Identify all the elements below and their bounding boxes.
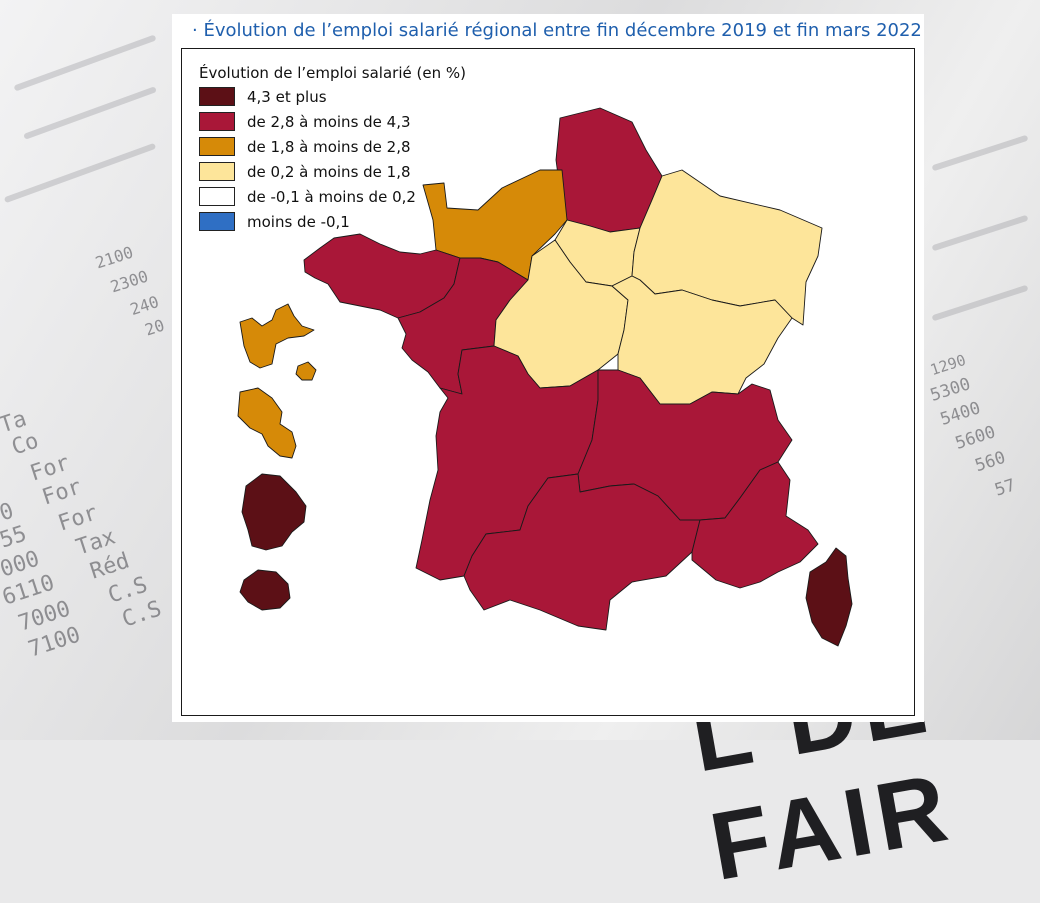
map-legend: Évolution de l’emploi salarié (en %) 4,3… xyxy=(199,64,466,232)
legend-swatch xyxy=(199,162,235,181)
legend-swatch xyxy=(199,187,235,206)
region-corse xyxy=(805,547,853,647)
legend-label: moins de -0,1 xyxy=(247,212,350,231)
region-la-reunion xyxy=(239,569,291,611)
legend-item: moins de -0,1 xyxy=(199,211,466,232)
legend-label: 4,3 et plus xyxy=(247,87,327,106)
region-provence-alpes-cote-dazur xyxy=(691,461,819,589)
legend-swatch xyxy=(199,137,235,156)
legend-swatch xyxy=(199,212,235,231)
region-guadeloupe xyxy=(239,303,315,369)
legend-item: 4,3 et plus xyxy=(199,86,466,107)
legend-label: de -0,1 à moins de 0,2 xyxy=(247,187,416,206)
legend-item: de -0,1 à moins de 0,2 xyxy=(199,186,466,207)
france-regions-map xyxy=(237,107,853,647)
region-centre-val-de-loire xyxy=(493,239,629,389)
region-bourgogne-franche-comte xyxy=(611,275,793,405)
legend-label: de 1,8 à moins de 2,8 xyxy=(247,137,411,156)
legend-swatch xyxy=(199,112,235,131)
legend-label: de 2,8 à moins de 4,3 xyxy=(247,112,411,131)
legend-item: de 0,2 à moins de 1,8 xyxy=(199,161,466,182)
region-guyane xyxy=(241,473,307,551)
map-title: · Évolution de l’emploi salarié régional… xyxy=(192,20,922,41)
legend-title: Évolution de l’emploi salarié (en %) xyxy=(199,64,466,82)
legend-swatch xyxy=(199,87,235,106)
region-guadeloupe-marie-galante xyxy=(295,361,317,381)
legend-item: de 2,8 à moins de 4,3 xyxy=(199,111,466,132)
region-martinique xyxy=(237,387,297,459)
legend-item: de 1,8 à moins de 2,8 xyxy=(199,136,466,157)
legend-label: de 0,2 à moins de 1,8 xyxy=(247,162,411,181)
